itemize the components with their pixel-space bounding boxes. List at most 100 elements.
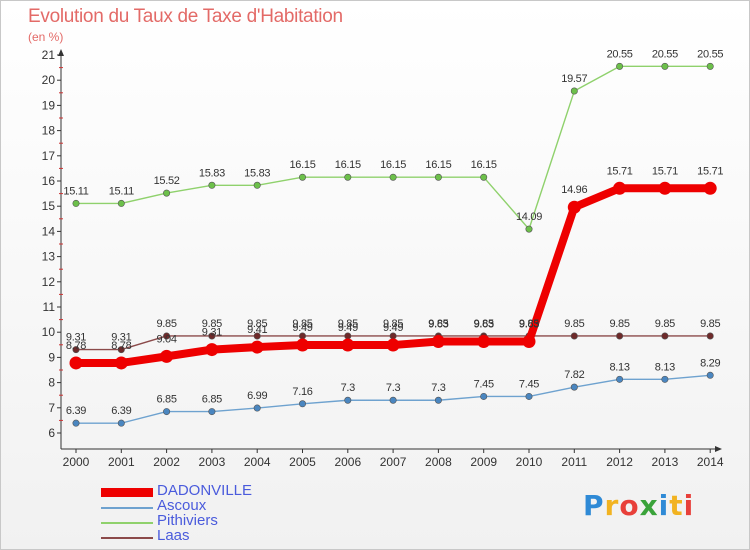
x-tick-label: 2007 [380,455,407,469]
x-axis-arrow [715,446,722,452]
data-point-ascoux [163,408,171,416]
data-label-dadonville: 8.78 [66,340,86,352]
data-point-pithiviers [298,173,306,181]
data-point-ascoux [344,396,352,404]
data-point-ascoux [706,371,714,379]
y-axis-arrow [58,49,64,56]
x-tick-label: 2006 [334,455,361,469]
data-label-ascoux: 7.3 [341,382,356,394]
data-label-ascoux: 7.16 [292,386,312,398]
data-point-laas [117,346,125,354]
series-line-pithiviers [75,65,711,230]
data-label-dadonville: 8.78 [111,340,131,352]
brand-letter: i [658,489,670,522]
data-point-pithiviers [661,62,669,70]
data-label-pithiviers: 15.83 [244,167,270,179]
data-point-pithiviers [706,62,714,70]
brand-letter: x [639,489,659,522]
brand-logo: Proxiti [583,489,694,522]
y-tick-label: 13 [42,250,56,264]
data-point-ascoux [389,396,397,404]
chart-title: Evolution du Taux de Taxe d'Habitation [28,6,343,27]
data-point-ascoux [208,408,216,416]
data-point-pithiviers [570,87,578,95]
data-point-ascoux [570,383,578,391]
data-label-dadonville: 14.96 [561,184,587,196]
legend-label: Laas [157,527,190,544]
data-label-laas: 9.31 [111,332,131,344]
legend-swatch [101,537,153,539]
data-point-pithiviers [434,173,442,181]
data-label-pithiviers: 14.09 [516,211,542,223]
y-tick-label: 10 [42,325,56,339]
brand-letter: o [619,489,640,522]
data-point-dadonville [296,338,309,352]
data-point-dadonville [703,181,717,195]
data-point-ascoux [253,404,261,412]
data-point-dadonville [431,335,445,349]
data-point-pithiviers [389,173,397,181]
data-label-pithiviers: 16.15 [335,159,361,171]
series-dadonville [69,181,717,370]
data-point-laas [706,332,714,340]
y-tick-label: 20 [42,73,56,87]
y-tick-label: 9 [48,350,55,364]
y-tick-label: 6 [48,426,55,440]
brand-letter: r [604,489,620,522]
data-label-dadonville: 15.71 [697,165,723,177]
brand-letter: P [583,489,605,522]
brand-letter: t [669,489,684,522]
data-point-ascoux [661,375,669,383]
data-point-ascoux [117,419,125,427]
data-label-dadonville: 9.31 [202,327,222,339]
data-point-dadonville [114,356,128,370]
data-point-pithiviers [163,189,171,197]
y-tick-label: 7 [48,401,55,415]
brand-letter: i [683,489,695,522]
legend-label: Pithiviers [157,512,218,529]
data-point-laas [570,332,578,340]
data-label-ascoux: 6.39 [111,405,131,417]
legend-swatch [101,507,153,509]
data-label-dadonville: 15.71 [607,165,633,177]
data-label-ascoux: 7.3 [386,382,401,394]
y-tick-label: 15 [42,199,56,213]
data-label-laas: 9.85 [338,318,358,330]
data-point-ascoux [434,396,442,404]
x-tick-label: 2011 [561,455,587,469]
data-label-pithiviers: 15.83 [199,167,225,179]
data-point-dadonville [613,181,627,195]
x-tick-label: 2000 [63,455,90,469]
data-point-pithiviers [117,199,125,207]
data-point-dadonville [522,335,536,349]
data-label-dadonville: 9.49 [383,322,403,334]
data-label-dadonville: 9.49 [292,322,312,334]
x-tick-label: 2009 [470,455,497,469]
data-point-pithiviers [253,181,261,189]
data-point-pithiviers [72,199,80,207]
data-point-pithiviers [616,62,624,70]
series-pithiviers [72,62,714,233]
data-label-pithiviers: 20.55 [652,48,678,60]
data-label-ascoux: 8.13 [655,361,675,373]
chart-series [69,62,717,427]
data-point-ascoux [616,375,624,383]
data-label-pithiviers: 16.15 [471,159,497,171]
data-label-laas: 9.31 [66,332,86,344]
x-tick-label: 2001 [108,455,135,469]
data-label-ascoux: 6.99 [247,390,267,402]
data-label-laas: 9.85 [383,318,403,330]
data-point-ascoux [480,392,488,400]
data-point-laas [163,332,171,340]
x-tick-label: 2004 [244,455,271,469]
data-point-dadonville [386,338,400,352]
data-point-dadonville [477,335,491,349]
x-tick-label: 2003 [199,455,226,469]
data-label-ascoux: 7.82 [564,369,584,381]
data-point-laas [616,332,624,340]
data-label-pithiviers: 20.55 [697,48,723,60]
data-label-laas: 9.85 [655,318,675,330]
data-point-dadonville [341,338,355,352]
